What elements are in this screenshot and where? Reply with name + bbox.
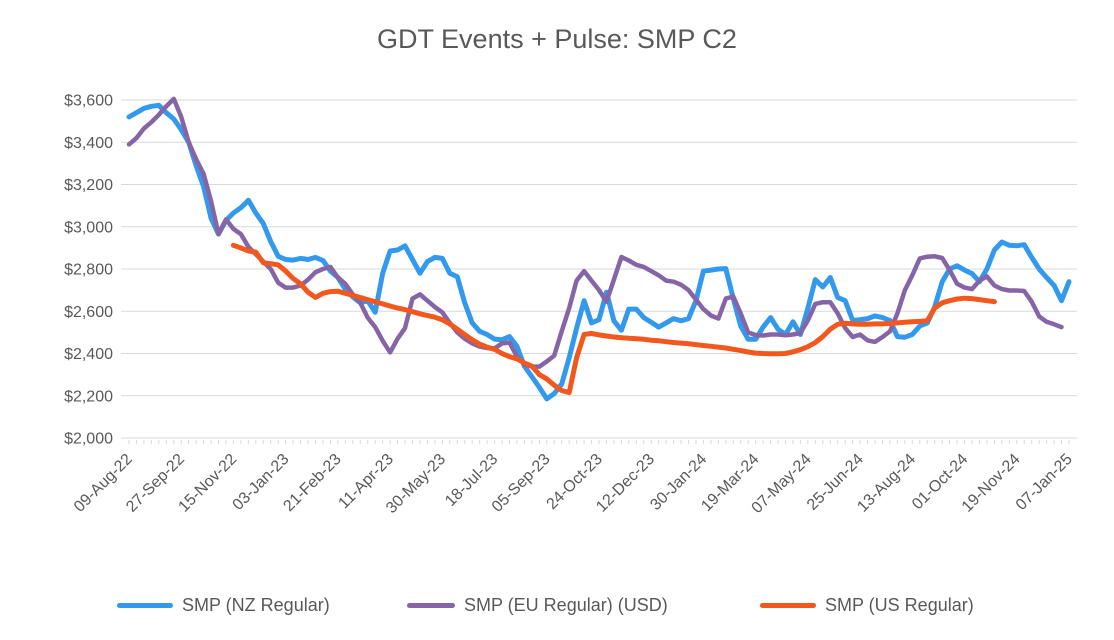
svg-text:$2,000: $2,000 bbox=[64, 431, 113, 448]
series-lines bbox=[126, 96, 1072, 402]
x-axis-ticks bbox=[128, 440, 1070, 444]
svg-text:$2,200: $2,200 bbox=[64, 388, 113, 405]
y-axis-labels: $2,000 $2,200 $2,400 $2,600 $2,800 $3,000 $3,2… bbox=[64, 93, 113, 448]
x-axis-labels: 09-Aug-2227-Sep-2215-Nov-2203-Jan-2321-F… bbox=[71, 451, 1076, 517]
svg-text:$3,600: $3,600 bbox=[64, 93, 113, 110]
gridlines bbox=[121, 99, 1077, 439]
legend-item-eu: SMP (EU Regular) (USD) bbox=[407, 592, 668, 618]
chart-legend: SMP (NZ Regular) SMP (EU Regular) (USD) … bbox=[0, 592, 1114, 622]
svg-text:21-Feb-23: 21-Feb-23 bbox=[280, 451, 344, 515]
svg-text:$3,400: $3,400 bbox=[64, 135, 113, 152]
svg-text:$2,600: $2,600 bbox=[64, 304, 113, 321]
legend-label-nz: SMP (NZ Regular) bbox=[182, 594, 330, 615]
svg-text:$2,800: $2,800 bbox=[64, 262, 113, 279]
legend-swatch-eu bbox=[407, 602, 455, 608]
legend-swatch-nz bbox=[117, 602, 173, 608]
chart-svg: $2,000 $2,200 $2,400 $2,600 $2,800 $3,000 $3,2… bbox=[64, 93, 1077, 517]
legend-label-us: SMP (US Regular) bbox=[825, 594, 974, 615]
svg-text:$3,000: $3,000 bbox=[64, 219, 113, 236]
svg-text:07-Jan-25: 07-Jan-25 bbox=[1013, 451, 1076, 514]
legend-item-nz: SMP (NZ Regular) bbox=[117, 592, 330, 618]
legend-swatch-us bbox=[760, 602, 816, 608]
svg-text:$3,200: $3,200 bbox=[64, 177, 113, 194]
svg-text:$2,400: $2,400 bbox=[64, 346, 113, 363]
chart-title: GDT Events + Pulse: SMP C2 bbox=[377, 24, 737, 54]
legend-label-eu: SMP (EU Regular) (USD) bbox=[464, 594, 668, 615]
legend-item-us: SMP (US Regular) bbox=[760, 592, 974, 618]
